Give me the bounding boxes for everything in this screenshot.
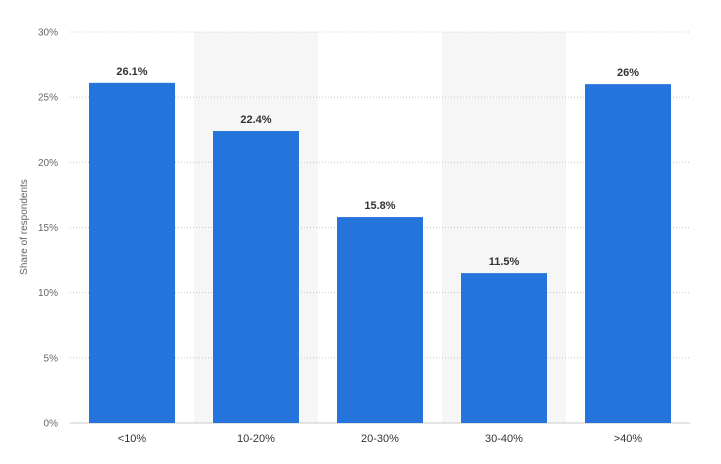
- y-tick-label: 25%: [38, 93, 58, 104]
- x-tick-label: >40%: [614, 433, 643, 445]
- y-tick-label: 0%: [44, 419, 59, 430]
- y-axis-ticks: 0% 5% 10% 15% 20% 25% 30%: [38, 28, 58, 430]
- y-tick-label: 15%: [38, 223, 58, 234]
- bar: [337, 217, 423, 423]
- x-tick-label: 20-30%: [361, 433, 399, 445]
- bar: [213, 131, 299, 423]
- y-axis-title: Share of respondents: [19, 179, 30, 275]
- x-axis-labels: <10% 10-20% 20-30% 30-40% >40%: [118, 433, 643, 445]
- x-tick-label: <10%: [118, 433, 147, 445]
- y-tick-label: 30%: [38, 28, 58, 39]
- y-tick-label: 20%: [38, 158, 58, 169]
- x-tick-label: 10-20%: [237, 433, 275, 445]
- data-labels: 26.1% 22.4% 15.8% 11.5% 26%: [116, 66, 639, 268]
- data-label: 26%: [617, 67, 639, 79]
- bar: [585, 84, 671, 423]
- y-tick-label: 10%: [38, 288, 58, 299]
- data-label: 15.8%: [364, 200, 395, 212]
- bars: [89, 82, 671, 423]
- x-tick-label: 30-40%: [485, 433, 523, 445]
- data-label: 22.4%: [240, 114, 271, 126]
- bar: [461, 273, 547, 423]
- bar: [89, 82, 175, 423]
- y-tick-label: 5%: [44, 353, 59, 364]
- data-label: 11.5%: [489, 256, 520, 268]
- data-label: 26.1%: [116, 66, 147, 78]
